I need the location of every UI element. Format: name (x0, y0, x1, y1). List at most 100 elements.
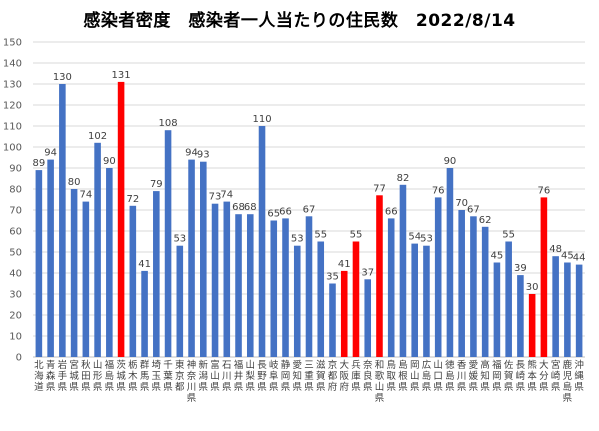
x-tick-label: 埼玉県 (152, 359, 162, 393)
svg-text:岐: 岐 (269, 359, 279, 371)
svg-text:口: 口 (433, 371, 443, 382)
data-label: 48 (549, 244, 562, 255)
data-label: 68 (232, 202, 245, 213)
bar (59, 84, 66, 357)
data-label: 131 (112, 70, 131, 81)
svg-text:縄: 縄 (574, 370, 584, 382)
data-label: 35 (326, 272, 339, 283)
svg-text:分: 分 (539, 371, 549, 382)
svg-text:阪: 阪 (339, 371, 349, 382)
data-label: 41 (138, 259, 151, 270)
x-tick-label: 岩手県 (58, 359, 68, 393)
svg-text:府: 府 (339, 381, 349, 393)
bar (329, 283, 336, 357)
svg-text:北: 北 (34, 360, 44, 371)
svg-text:新: 新 (199, 359, 209, 371)
svg-text:城: 城 (116, 371, 126, 382)
bar (470, 216, 477, 357)
bar (106, 168, 113, 357)
bar (70, 189, 78, 357)
x-tick-label: 栃木県 (128, 359, 138, 393)
x-axis-category-labels: 北海道青森県岩手県宮城県秋田県山形県福島県茨城県栃木県群馬県埼玉県千葉県東京都神… (34, 359, 584, 404)
bar (387, 218, 395, 357)
x-tick-label: 三重県 (304, 360, 314, 393)
svg-text:阜: 阜 (269, 370, 279, 382)
data-label: 90 (103, 156, 116, 167)
y-tick-label: 30 (9, 290, 22, 301)
svg-text:奈: 奈 (187, 370, 197, 382)
svg-text:川: 川 (187, 382, 197, 393)
svg-text:京: 京 (328, 359, 338, 371)
svg-text:山: 山 (375, 382, 385, 393)
data-label: 66 (279, 206, 292, 217)
svg-text:佐: 佐 (504, 359, 514, 371)
svg-text:重: 重 (304, 370, 314, 382)
bar (235, 214, 242, 357)
bar (293, 245, 301, 357)
data-label: 53 (173, 234, 186, 245)
y-axis-tick-labels: 0 10 20 30 40 50 60 70 80 90 100 110 120 130 140 150 (3, 38, 22, 364)
data-label: 74 (220, 190, 233, 201)
data-label: 94 (44, 148, 57, 159)
data-label: 45 (491, 251, 504, 262)
y-tick-label: 50 (9, 248, 22, 259)
svg-text:県: 県 (480, 382, 490, 393)
data-label: 82 (397, 173, 410, 184)
svg-text:岡: 岡 (281, 371, 291, 382)
y-tick-label: 10 (9, 332, 22, 343)
bar (564, 262, 571, 357)
svg-text:沖: 沖 (574, 359, 584, 371)
bar (505, 241, 512, 357)
svg-text:県: 県 (246, 382, 256, 393)
svg-text:埼: 埼 (152, 359, 162, 371)
svg-text:大: 大 (339, 359, 349, 371)
svg-text:都: 都 (328, 371, 338, 382)
data-label: 54 (408, 232, 421, 243)
svg-text:千: 千 (163, 360, 173, 371)
x-tick-label: 佐賀県 (504, 359, 514, 393)
svg-text:手: 手 (58, 370, 68, 382)
svg-text:長: 長 (257, 360, 267, 371)
bar (246, 214, 254, 357)
bar (129, 205, 137, 357)
svg-text:県: 県 (93, 382, 103, 393)
x-tick-label: 千葉県 (163, 360, 173, 393)
svg-text:良: 良 (363, 370, 373, 382)
data-label: 55 (314, 230, 327, 241)
svg-text:島: 島 (422, 370, 432, 382)
svg-text:島: 島 (445, 370, 455, 382)
data-label: 72 (126, 194, 139, 205)
svg-text:葉: 葉 (163, 370, 173, 382)
svg-text:庫: 庫 (351, 370, 361, 382)
y-tick-label: 120 (3, 101, 22, 112)
bar (117, 81, 125, 358)
svg-text:岩: 岩 (58, 359, 68, 371)
data-label: 90 (444, 156, 457, 167)
data-label: 79 (150, 179, 163, 190)
data-label: 108 (159, 118, 178, 129)
data-label: 76 (432, 185, 445, 196)
svg-text:形: 形 (93, 370, 103, 382)
svg-text:島: 島 (398, 359, 408, 371)
svg-text:都: 都 (175, 382, 185, 393)
bar (517, 275, 524, 357)
y-tick-label: 0 (16, 353, 22, 364)
svg-text:県: 県 (234, 382, 244, 393)
x-tick-label: 福井県 (234, 359, 244, 393)
data-label: 68 (244, 202, 257, 213)
y-tick-label: 140 (3, 59, 22, 70)
bar (446, 168, 454, 357)
svg-text:県: 県 (128, 382, 138, 393)
svg-text:福: 福 (105, 359, 115, 371)
svg-text:歌: 歌 (375, 370, 385, 382)
svg-text:府: 府 (328, 381, 338, 393)
data-label: 65 (267, 209, 280, 220)
svg-text:県: 県 (269, 382, 279, 393)
svg-text:賀: 賀 (504, 370, 514, 382)
svg-text:県: 県 (187, 393, 197, 404)
svg-text:宮: 宮 (69, 359, 79, 371)
svg-text:県: 県 (292, 382, 302, 393)
svg-text:玉: 玉 (152, 371, 162, 382)
x-tick-label: 鳥取県 (386, 359, 396, 393)
